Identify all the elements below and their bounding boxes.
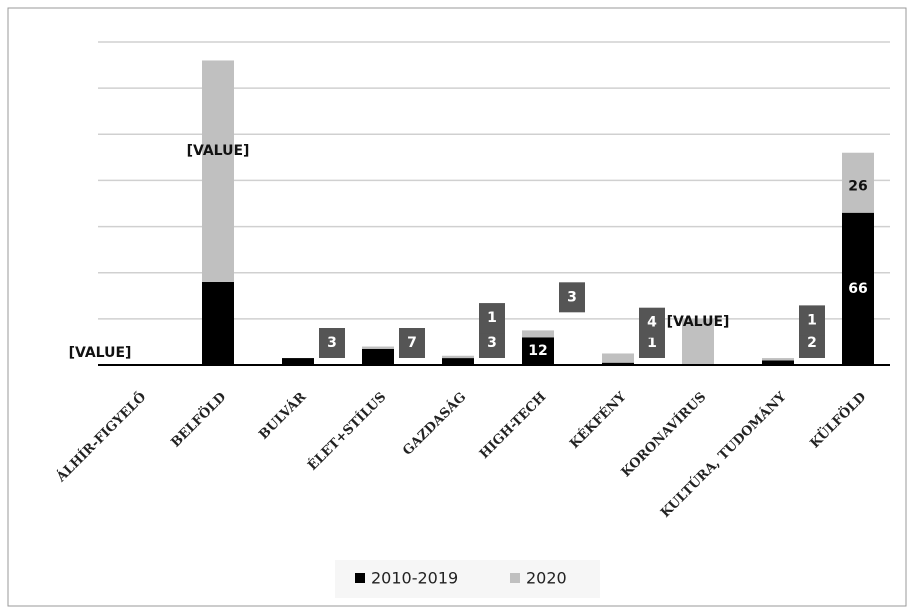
bar-segment xyxy=(762,360,794,365)
data-label: 12 xyxy=(528,343,547,359)
label-box xyxy=(559,282,585,313)
data-label: 1 xyxy=(807,312,817,328)
frame xyxy=(7,7,907,607)
bar-segment xyxy=(842,212,874,365)
legend-swatch xyxy=(355,573,365,583)
legend-label: 2010-2019 xyxy=(371,569,458,588)
data-label: 1 xyxy=(487,310,497,326)
label-box xyxy=(639,307,665,338)
data-label: 4 xyxy=(647,315,657,331)
bar-segment xyxy=(442,358,474,365)
label-box xyxy=(319,328,345,358)
data-label: [VALUE] xyxy=(69,345,132,361)
bar-segment xyxy=(202,281,234,365)
bar-segment xyxy=(362,346,394,349)
bar-segment xyxy=(442,355,474,359)
legend-label: 2020 xyxy=(526,569,567,588)
bar-segment xyxy=(682,318,714,365)
bar-segment xyxy=(522,330,554,338)
data-label: 3 xyxy=(327,335,337,351)
bar-segment xyxy=(202,60,234,282)
label-box xyxy=(799,305,825,336)
bar-segment xyxy=(282,358,314,365)
bar-segment xyxy=(762,358,794,361)
label-box xyxy=(479,303,505,334)
label-box xyxy=(399,328,425,358)
legend-box xyxy=(335,560,600,598)
data-label: [VALUE] xyxy=(667,314,730,330)
data-label: 3 xyxy=(487,335,497,351)
legend-swatch xyxy=(510,573,520,583)
data-label: 2 xyxy=(807,335,817,351)
data-label: 26 xyxy=(848,179,867,195)
bar-segment xyxy=(362,348,394,365)
bar-segment xyxy=(602,353,634,363)
bar-segment xyxy=(842,152,874,213)
data-label: 1 xyxy=(647,335,657,351)
data-label: [VALUE] xyxy=(187,143,250,159)
data-label: 7 xyxy=(407,335,417,351)
data-label: 66 xyxy=(848,281,867,297)
data-label: 3 xyxy=(567,289,577,305)
bar-segment xyxy=(602,362,634,365)
bar-segment xyxy=(522,337,554,365)
